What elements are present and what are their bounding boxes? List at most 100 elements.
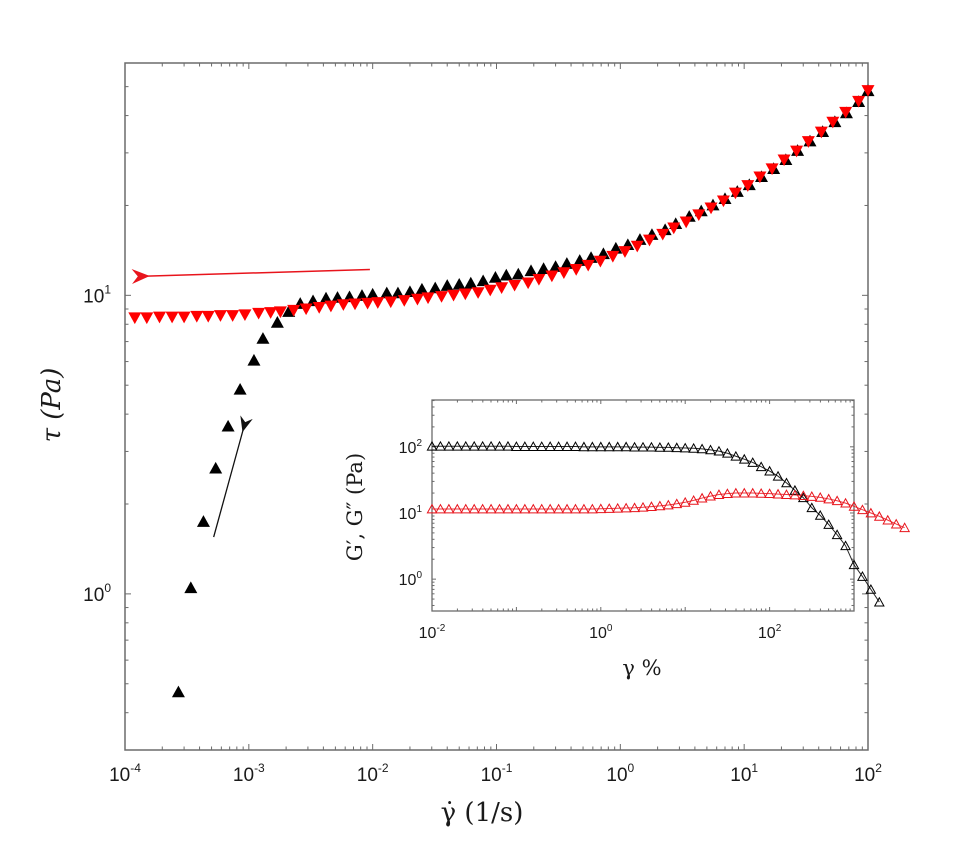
inset-data-point: [527, 441, 539, 451]
inset-data-point: [612, 441, 624, 452]
inset-data-point: [603, 503, 615, 513]
inset-x-tick-labels: 10-2 100 102: [419, 623, 782, 642]
data-point-down-triangle: [361, 297, 375, 310]
inset-data-point: [789, 489, 801, 500]
main-y-axis-label: τ (Pa): [37, 368, 67, 443]
inset-data-point: [468, 503, 480, 514]
inset-data-point: [873, 510, 885, 521]
inset-data-point: [781, 477, 792, 488]
data-point-down-triangle: [287, 304, 301, 317]
y-tick-label: 101: [399, 504, 423, 523]
data-point-down-triangle: [495, 282, 509, 294]
data-point-down-triangle: [421, 292, 435, 305]
inset-data-point: [764, 488, 776, 499]
x-tick-label: 10-3: [233, 761, 265, 786]
inset-data-point: [544, 503, 556, 514]
inset-data-point: [485, 440, 497, 451]
inset-data-point: [688, 494, 700, 505]
inset-data-point: [485, 503, 497, 514]
data-point-down-triangle: [312, 302, 326, 314]
data-point-up-triangle: [256, 332, 270, 344]
y-tick-label: 100: [83, 581, 111, 606]
y-tick-label: 100: [399, 570, 423, 589]
inset-data-point: [856, 571, 868, 581]
inset-data-point: [814, 491, 826, 502]
data-point-down-triangle: [165, 311, 179, 324]
data-point-down-triangle: [861, 85, 875, 97]
black-direction-arrow: [213, 415, 253, 538]
inset-data-point: [755, 487, 767, 498]
inset-data-point: [781, 489, 792, 499]
inset-data-point: [510, 441, 522, 451]
data-point-down-triangle: [348, 298, 362, 311]
data-point-down-triangle: [508, 279, 522, 292]
data-point-down-triangle: [397, 295, 411, 307]
data-point-up-triangle: [560, 257, 574, 269]
inset-data-point: [696, 492, 708, 503]
inset-data-point: [645, 441, 657, 452]
inset-data-point: [570, 441, 581, 451]
data-point-up-triangle: [609, 241, 623, 254]
inset-data-point: [899, 522, 911, 533]
data-point-up-triangle: [319, 291, 333, 304]
inset-data-point: [688, 442, 700, 453]
inset-data-point: [451, 440, 463, 451]
data-point-down-triangle: [728, 187, 742, 200]
data-point-down-triangle: [618, 246, 632, 258]
inset-y-axis-label: G′, G″ (Pa): [343, 453, 367, 561]
data-point-down-triangle: [521, 277, 535, 290]
inset-data-point: [426, 503, 438, 514]
x-tick-label: 10-1: [481, 761, 513, 786]
data-point-down-triangle: [642, 234, 656, 247]
inset-data-point: [561, 503, 573, 514]
data-point-up-triangle: [488, 271, 502, 283]
inset-data-point: [713, 489, 725, 499]
data-point-down-triangle: [238, 309, 252, 322]
inset-data-point: [586, 503, 598, 514]
inset-data-point: [645, 501, 657, 511]
data-point-down-triangle: [324, 300, 338, 313]
inset-data-point: [502, 503, 514, 514]
inset-axis-ticks: [431, 400, 855, 611]
data-point-down-triangle: [679, 216, 693, 229]
inset-data-point: [519, 441, 531, 451]
data-point-down-triangle: [483, 284, 497, 297]
inset-data-point: [738, 453, 750, 464]
inset-data-point: [806, 502, 818, 513]
inset-data-point: [848, 559, 860, 570]
y-tick-label: 101: [83, 282, 111, 307]
inset-data-point: [637, 441, 649, 452]
data-point-down-triangle: [458, 288, 472, 301]
inset-data-point: [494, 440, 505, 451]
x-tick-label: 10-2: [419, 623, 446, 642]
data-point-down-triangle: [273, 306, 287, 319]
inset-data-point: [747, 487, 759, 498]
inset-data-point: [764, 465, 776, 476]
inset-data-point: [730, 487, 742, 498]
data-point-up-triangle: [428, 281, 442, 294]
data-point-down-triangle: [606, 250, 620, 263]
inset-data-point: [654, 500, 666, 511]
inset-data-point: [578, 441, 590, 452]
inset-data-point: [865, 507, 877, 518]
series-storage-modulus: [426, 440, 885, 607]
data-point-down-triangle: [753, 171, 767, 184]
inset-data-point: [823, 493, 835, 504]
main-axis-ticks: [124, 62, 869, 751]
data-point-down-triangle: [190, 310, 204, 323]
data-point-down-triangle: [569, 264, 583, 276]
data-point-up-triangle: [247, 353, 261, 366]
inset-data-point: [477, 440, 489, 451]
data-point-down-triangle: [140, 312, 154, 325]
main-x-tick-labels: 10-4 10-3 10-2 10-1 100 101 102: [109, 761, 882, 786]
data-point-down-triangle: [435, 291, 449, 303]
inset-data-point: [578, 503, 590, 514]
inset-data-point: [586, 441, 598, 452]
data-point-down-triangle: [447, 289, 461, 302]
data-point-down-triangle: [371, 297, 385, 309]
inset-data-point: [603, 441, 615, 452]
inset-data-point: [620, 502, 632, 513]
data-point-down-triangle: [765, 163, 779, 176]
inset-data-point: [840, 540, 852, 551]
